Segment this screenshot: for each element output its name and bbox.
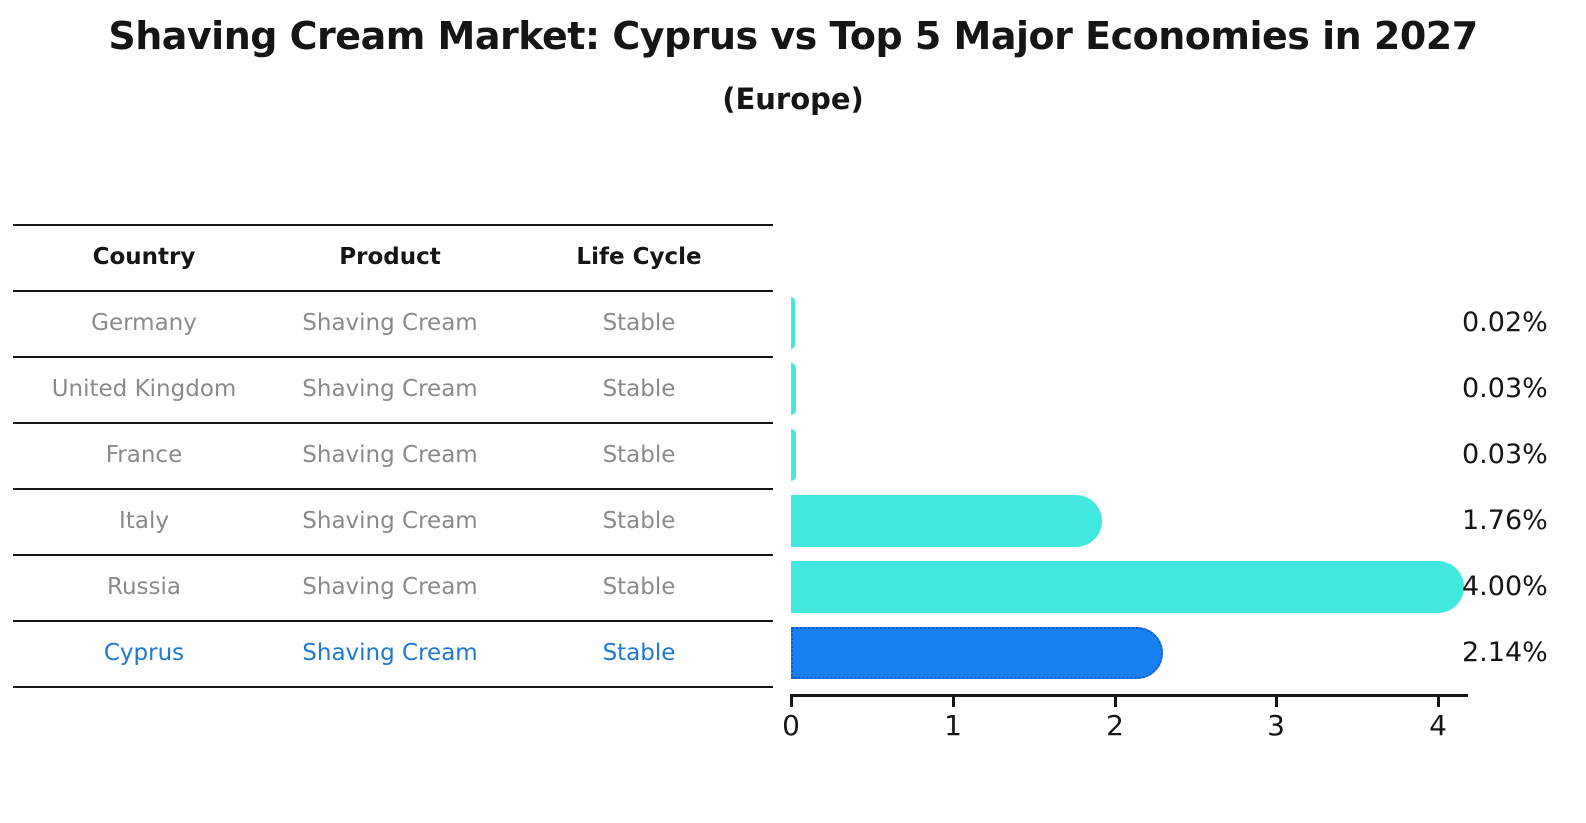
table-row-highlighted: Cyprus Shaving Cream Stable bbox=[13, 620, 773, 686]
column-header-country: Country bbox=[92, 244, 196, 270]
cell-product: Shaving Cream bbox=[302, 508, 478, 534]
cell-product: Shaving Cream bbox=[302, 640, 478, 666]
cell-country: Italy bbox=[119, 508, 169, 534]
chart-subtitle: (Europe) bbox=[722, 82, 864, 116]
x-axis-tick bbox=[790, 694, 793, 707]
bar-germany bbox=[791, 297, 795, 349]
x-axis-tick bbox=[952, 694, 955, 707]
cell-product: Shaving Cream bbox=[302, 310, 478, 336]
value-label: 0.03% bbox=[1462, 439, 1548, 470]
table-row: Russia Shaving Cream Stable bbox=[13, 554, 773, 620]
bar-united-kingdom bbox=[791, 363, 796, 415]
cell-lifecycle: Stable bbox=[602, 640, 676, 666]
table-row-divider bbox=[13, 620, 773, 622]
value-label: 2.14% bbox=[1462, 637, 1548, 668]
cell-country: France bbox=[105, 442, 183, 468]
table-row: United Kingdom Shaving Cream Stable bbox=[13, 356, 773, 422]
cell-product: Shaving Cream bbox=[302, 376, 478, 402]
x-tick-label: 4 bbox=[1429, 709, 1447, 742]
bar-russia bbox=[791, 561, 1464, 613]
table-row-divider bbox=[13, 554, 773, 556]
x-tick-label: 3 bbox=[1267, 709, 1285, 742]
x-axis-tick bbox=[1114, 694, 1117, 707]
value-label: 0.02% bbox=[1462, 307, 1548, 338]
bar-france bbox=[791, 429, 796, 481]
x-tick-label: 1 bbox=[944, 709, 962, 742]
bar-cyprus bbox=[791, 627, 1164, 679]
table-row-divider bbox=[13, 356, 773, 358]
value-label: 4.00% bbox=[1462, 571, 1548, 602]
cell-country: Russia bbox=[107, 574, 181, 600]
cell-country: Germany bbox=[91, 310, 197, 336]
bar-italy bbox=[791, 495, 1102, 547]
cell-lifecycle: Stable bbox=[602, 508, 676, 534]
table-row-divider bbox=[13, 488, 773, 490]
column-header-product: Product bbox=[339, 244, 441, 270]
x-axis-tick bbox=[1275, 694, 1278, 707]
x-tick-label: 2 bbox=[1106, 709, 1124, 742]
x-axis-line bbox=[791, 694, 1468, 697]
table-row: France Shaving Cream Stable bbox=[13, 422, 773, 488]
cell-lifecycle: Stable bbox=[602, 574, 676, 600]
value-label: 1.76% bbox=[1462, 505, 1548, 536]
x-tick-label: 0 bbox=[782, 709, 800, 742]
x-axis-tick bbox=[1437, 694, 1440, 707]
value-label: 0.03% bbox=[1462, 373, 1548, 404]
table-row: Germany Shaving Cream Stable bbox=[13, 290, 773, 356]
table-row-divider bbox=[13, 422, 773, 424]
table-header-border bbox=[13, 290, 773, 292]
column-header-lifecycle: Life Cycle bbox=[576, 244, 702, 270]
table-top-border bbox=[13, 224, 773, 226]
cell-lifecycle: Stable bbox=[602, 376, 676, 402]
cell-lifecycle: Stable bbox=[602, 310, 676, 336]
cell-product: Shaving Cream bbox=[302, 442, 478, 468]
cell-country: United Kingdom bbox=[51, 376, 237, 402]
table-bottom-border bbox=[13, 686, 773, 688]
cell-product: Shaving Cream bbox=[302, 574, 478, 600]
cell-lifecycle: Stable bbox=[602, 442, 676, 468]
cell-country: Cyprus bbox=[103, 640, 185, 666]
table-row: Italy Shaving Cream Stable bbox=[13, 488, 773, 554]
chart-title: Shaving Cream Market: Cyprus vs Top 5 Ma… bbox=[108, 14, 1478, 58]
table-header-row: Country Product Life Cycle bbox=[13, 224, 773, 290]
